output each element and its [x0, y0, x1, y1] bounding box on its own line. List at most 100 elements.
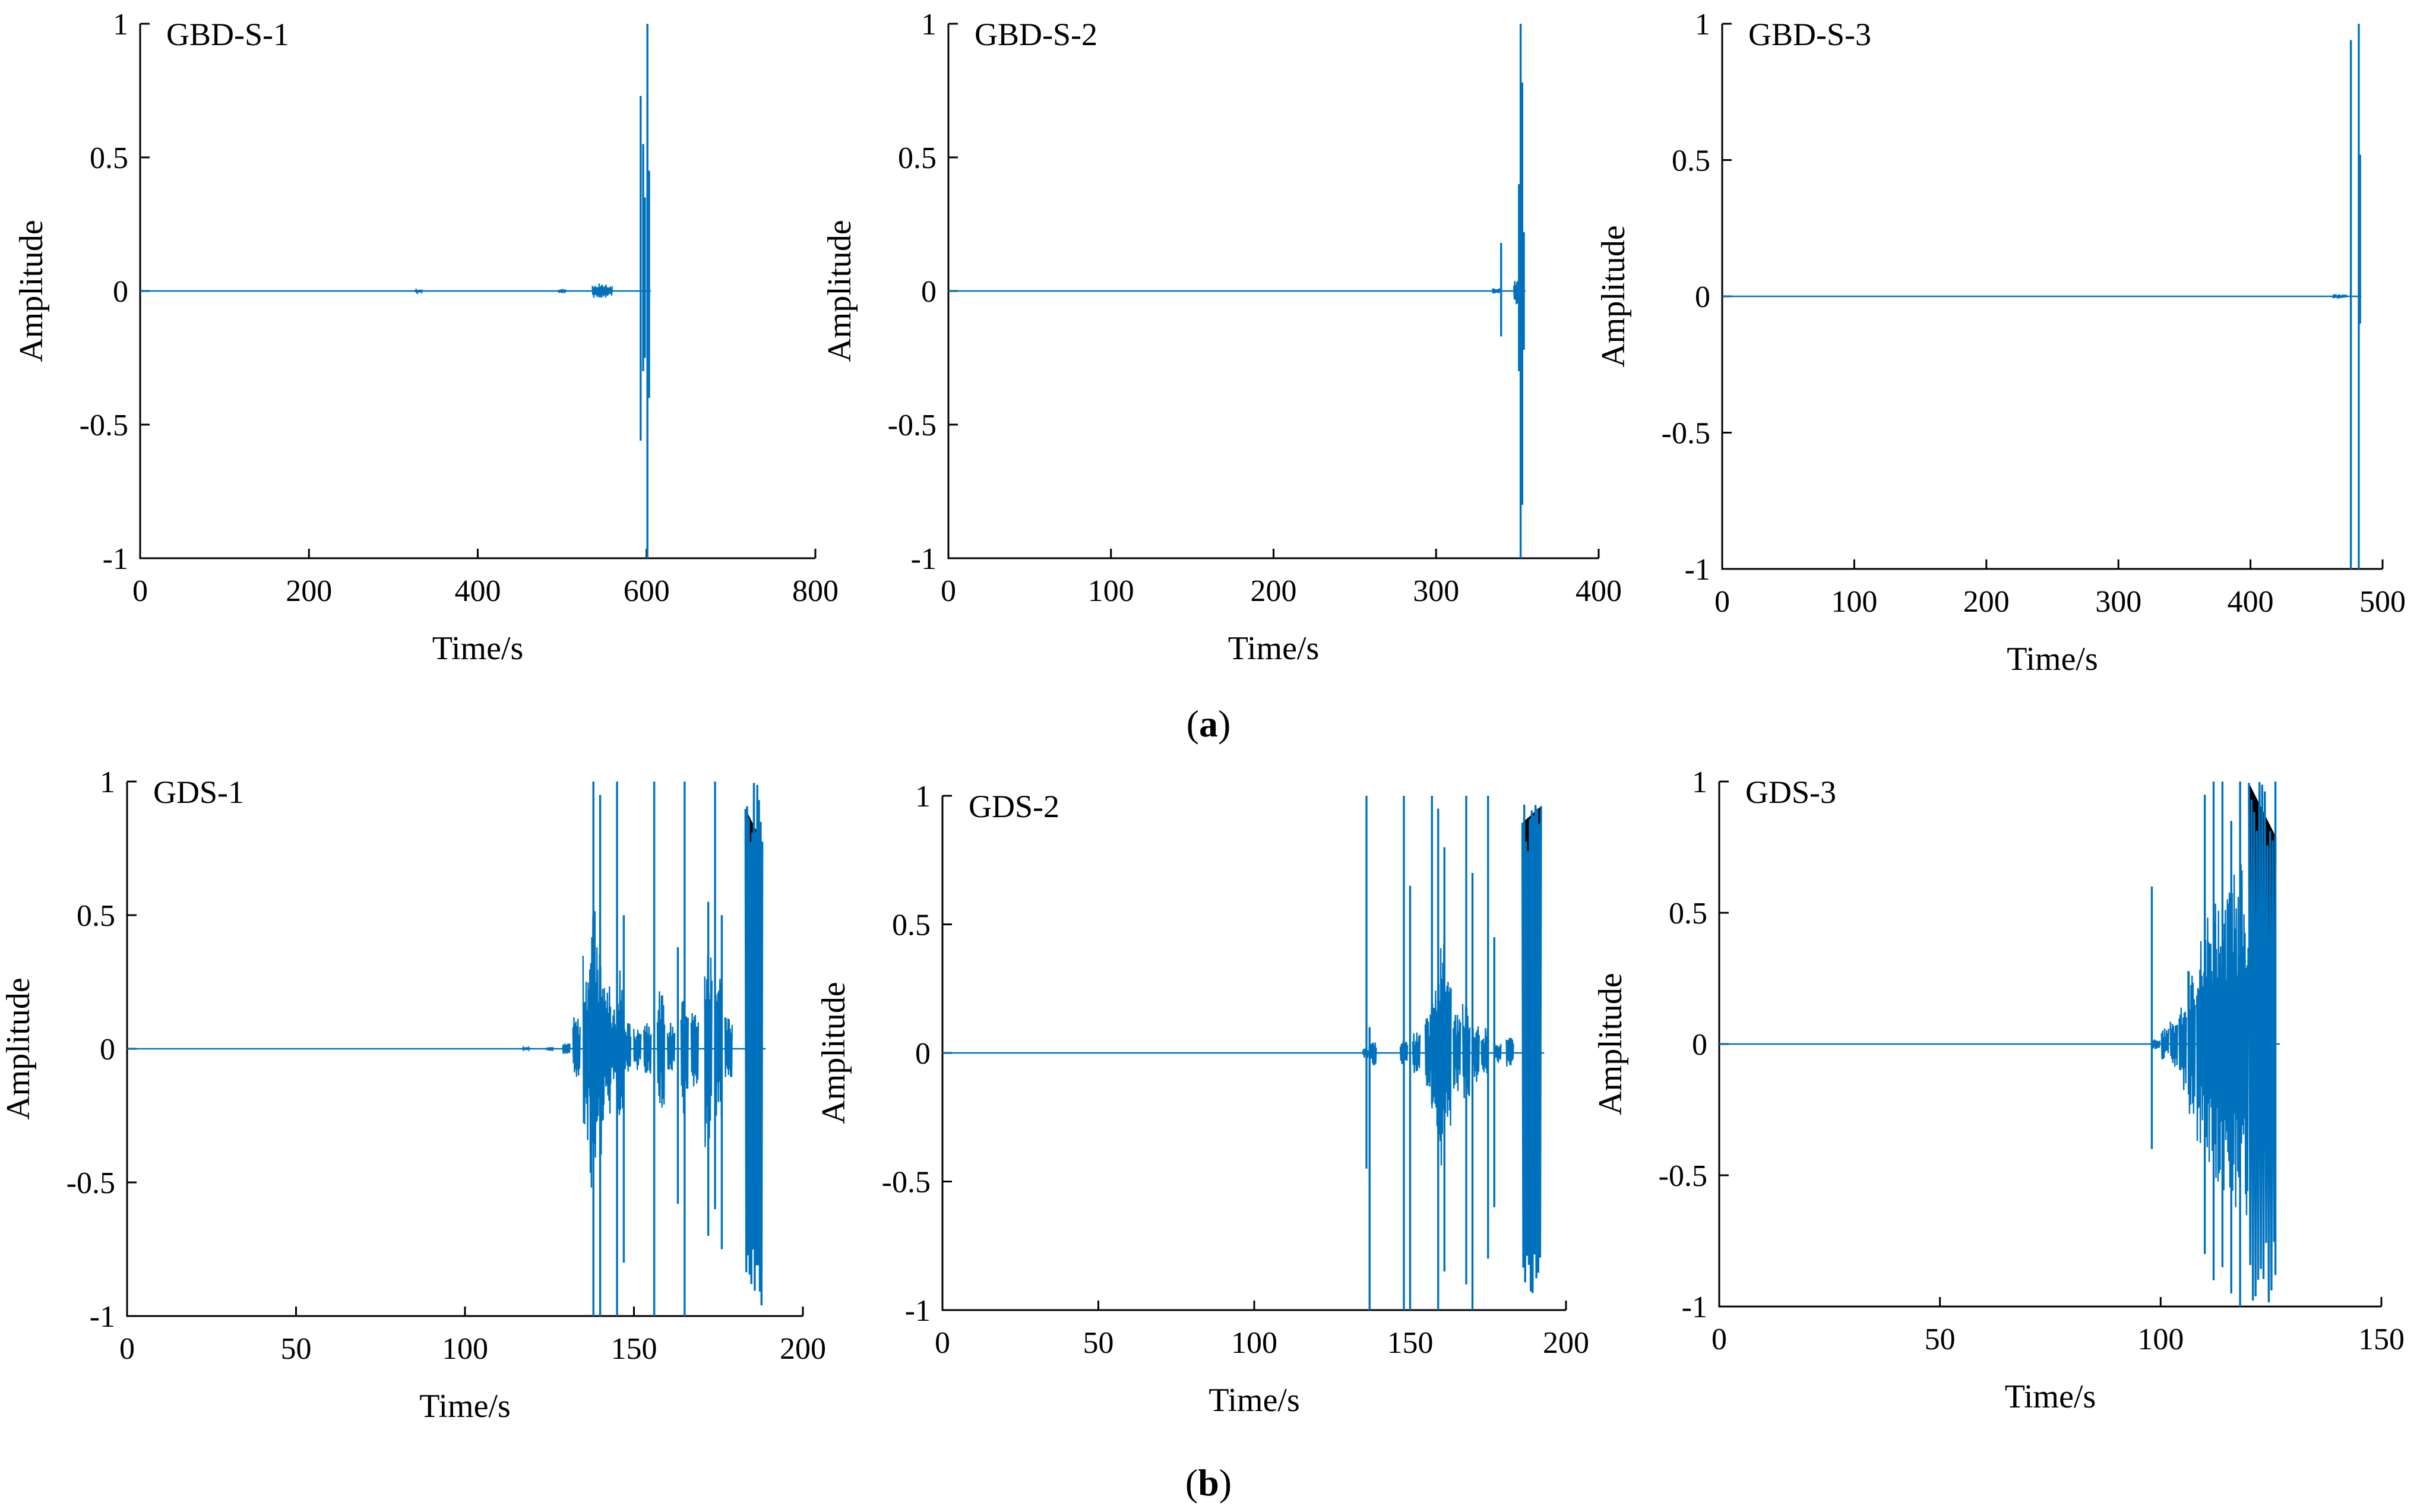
signal-burst — [1492, 288, 1501, 294]
x-tick-label: 200 — [286, 574, 332, 608]
x-tick-label: 300 — [2095, 585, 2141, 619]
y-tick-label: -0.5 — [888, 409, 937, 442]
y-tick-label: -1 — [1682, 1290, 1707, 1324]
signal-burst — [562, 1043, 571, 1054]
x-tick-label: 300 — [1413, 574, 1459, 608]
x-axis-label: Time/s — [1228, 630, 1320, 667]
y-tick-label: 0.5 — [1672, 144, 1710, 178]
y-axis-label: Amplitude — [13, 220, 50, 362]
x-tick-label: 0 — [941, 574, 956, 608]
y-axis-label: Amplitude — [815, 982, 852, 1124]
y-axis-label: Amplitude — [1595, 225, 1632, 368]
x-tick-label: 800 — [792, 574, 839, 608]
signal-burst — [591, 285, 600, 298]
y-tick-label: 1 — [1692, 766, 1707, 799]
signal-dense-band — [1521, 804, 1542, 1293]
x-tick-label: 100 — [1088, 574, 1134, 608]
x-tick-label: 50 — [281, 1332, 312, 1366]
x-tick-label: 200 — [1543, 1326, 1589, 1360]
y-tick-label: 0 — [1695, 280, 1710, 314]
x-tick-label: 500 — [2359, 585, 2406, 619]
y-tick-label: -0.5 — [1662, 417, 1710, 451]
y-tick-label: -0.5 — [80, 409, 128, 442]
caption-b-letter: b — [1198, 1462, 1219, 1504]
signal-burst — [633, 1029, 642, 1070]
signal-burst — [2169, 1021, 2178, 1067]
y-tick-label: -0.5 — [882, 1166, 931, 1200]
signal-burst — [521, 1045, 530, 1052]
y-tick-label: 1 — [921, 8, 937, 42]
y-tick-label: 0 — [100, 1033, 115, 1067]
caption-a: (a) — [1187, 703, 1231, 745]
signal-burst — [690, 1013, 700, 1087]
panel-title: GDS-2 — [969, 789, 1059, 824]
x-tick-label: 100 — [2137, 1323, 2184, 1356]
x-tick-label: 100 — [1831, 585, 1877, 619]
signal-burst — [558, 289, 567, 293]
x-tick-label: 0 — [1714, 585, 1730, 619]
panel-gbd-s-3: 10.50-0.5-10 100 200 300 400 500Time/sAmplitu… — [1595, 8, 2406, 678]
y-tick-label: 1 — [113, 8, 128, 42]
panel-gbd-s-1: 10.50-0.5-10 200 400 600 800Time/sAmplitudeG… — [13, 8, 839, 667]
caption-a-letter: a — [1199, 703, 1218, 745]
panel-gds-1: 10.50-0.5-10 50 100 150 200Time/sAmplitudeGD… — [0, 766, 826, 1425]
y-tick-label: 1 — [100, 766, 115, 799]
y-tick-label: -1 — [911, 542, 937, 576]
panel-title: GBD-S-1 — [166, 17, 289, 52]
x-tick-label: 0 — [119, 1332, 135, 1366]
signal-burst — [1505, 1037, 1514, 1067]
y-tick-label: 0 — [915, 1037, 931, 1071]
y-tick-label: 0.5 — [1669, 897, 1707, 931]
x-tick-label: 50 — [1083, 1326, 1114, 1360]
signal-burst — [2339, 294, 2348, 298]
signal-burst — [2231, 874, 2240, 1207]
signal-burst — [1412, 1032, 1421, 1073]
signal-burst — [545, 1046, 554, 1051]
panel-title: GDS-3 — [1745, 774, 1836, 810]
signal-burst — [714, 979, 723, 1118]
y-tick-label: 1 — [915, 780, 931, 814]
x-tick-label: 200 — [780, 1332, 826, 1366]
signal-burst — [582, 956, 591, 1140]
y-axis-label: Amplitude — [0, 978, 37, 1120]
y-tick-label: 0.5 — [90, 141, 128, 175]
y-tick-label: -0.5 — [1659, 1159, 1707, 1193]
signal-dense-band — [2248, 782, 2277, 1303]
signal-burst — [1453, 1014, 1461, 1092]
signal-burst — [602, 986, 612, 1114]
x-tick-label: 200 — [1251, 574, 1297, 608]
y-tick-label: 0 — [921, 275, 937, 309]
y-axis-label: Amplitude — [821, 220, 858, 362]
signal-burst — [2187, 971, 2196, 1114]
signal-burst — [643, 1023, 652, 1074]
signal-burst — [724, 1017, 733, 1077]
signal-burst — [609, 1009, 618, 1087]
x-axis-label: Time/s — [2005, 1378, 2096, 1415]
x-tick-label: 0 — [1711, 1323, 1727, 1356]
caption-b: (b) — [1185, 1462, 1232, 1504]
x-tick-label: 0 — [132, 574, 148, 608]
y-tick-label: 0 — [113, 275, 128, 309]
x-tick-label: 200 — [1963, 585, 2010, 619]
signal-burst — [2152, 1039, 2161, 1049]
x-tick-label: 100 — [1231, 1326, 1277, 1360]
signal-burst — [2332, 294, 2341, 300]
panel-title: GBD-S-3 — [1748, 17, 1871, 52]
x-axis-label: Time/s — [2007, 641, 2098, 678]
y-tick-label: 0.5 — [892, 909, 931, 942]
x-tick-label: 150 — [2358, 1323, 2405, 1356]
y-tick-label: -1 — [90, 1300, 115, 1334]
signal-burst — [2240, 864, 2249, 1216]
signal-burst — [2213, 903, 2223, 1182]
x-tick-label: 400 — [2228, 585, 2274, 619]
x-tick-label: 0 — [935, 1326, 950, 1360]
signal-dense-band — [744, 783, 764, 1306]
signal-burst — [604, 286, 613, 296]
signal-burst — [656, 991, 666, 1108]
x-tick-label: 150 — [611, 1332, 657, 1366]
y-tick-label: -1 — [103, 542, 128, 576]
panel-gbd-s-2: 10.50-0.5-10 100 200 300 400Time/sAmplitudeG… — [821, 8, 1622, 667]
x-axis-label: Time/s — [1208, 1382, 1300, 1419]
signal-burst — [414, 287, 423, 295]
x-tick-label: 150 — [1387, 1326, 1434, 1360]
